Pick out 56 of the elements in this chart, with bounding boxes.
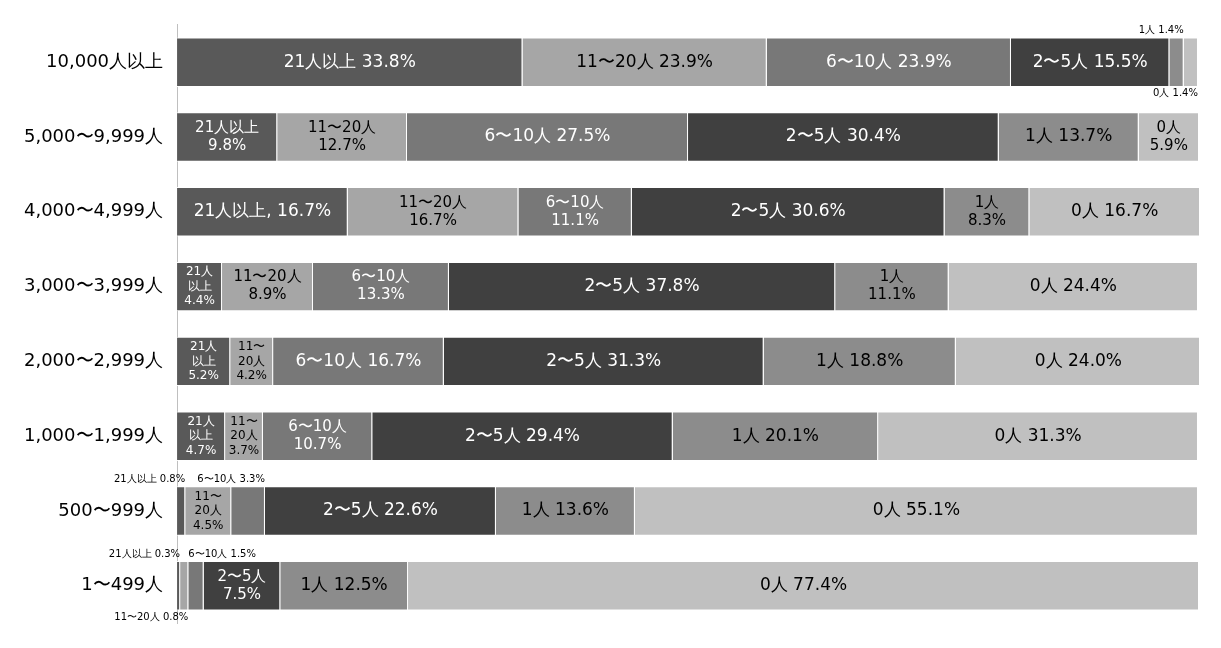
data-label: 2〜5人 30.6%	[730, 200, 846, 221]
y-tick-label: 5,000〜9,999人	[24, 124, 164, 146]
data-label: 0人 5.9%	[1149, 117, 1188, 154]
data-label: 0人 24.0%	[1034, 349, 1123, 370]
data-label: 1人 18.8%	[816, 349, 904, 370]
data-label: 6〜10人 27.5%	[484, 125, 611, 146]
y-tick-label: 10,000人以上	[46, 49, 164, 71]
data-label: 1人 8.3%	[967, 192, 1006, 229]
data-label: 11〜20人 16.7%	[398, 192, 468, 229]
y-tick-label: 1〜499人	[81, 573, 164, 595]
data-label: 0人 1.4%	[1153, 87, 1198, 99]
data-label: 1人 13.6%	[521, 499, 610, 520]
data-label: 6〜10人 16.7%	[295, 349, 422, 370]
y-tick-label: 4,000〜4,999人	[24, 199, 164, 221]
data-label: 21人以上 4.4%	[184, 264, 215, 308]
data-label: 21人以上, 16.7%	[193, 200, 332, 221]
data-label: 2〜5人 29.4%	[464, 424, 580, 445]
data-label: 21人以上 0.3%	[108, 547, 181, 559]
data-label: 0人 77.4%	[759, 574, 848, 595]
data-label: 21人以上 9.8%	[195, 117, 260, 154]
data-label: 0人 24.4%	[1029, 275, 1117, 296]
data-label: 2〜5人 30.4%	[785, 125, 901, 146]
data-label: 11〜20人 12.7%	[308, 117, 377, 154]
y-tick-label: 1,000〜1,999人	[24, 423, 164, 445]
y-tick-label: 2,000〜2,999人	[24, 349, 164, 371]
data-label: 6〜10人 11.1%	[545, 192, 605, 229]
data-label: 1人 13.7%	[1025, 125, 1113, 146]
data-label: 21人以上 33.8%	[283, 50, 416, 71]
data-label: 0人 31.3%	[994, 424, 1082, 445]
data-label: 0人 55.1%	[872, 499, 961, 520]
y-tick-label: 3,000〜3,999人	[24, 274, 164, 296]
data-label: 1人 1.4%	[1138, 24, 1184, 36]
data-label: 6〜10人 10.7%	[288, 417, 347, 454]
data-label: 1人 11.1%	[868, 267, 916, 304]
data-label: 21人以上 5.2%	[188, 339, 219, 382]
data-label: 11〜20人 8.9%	[233, 267, 302, 304]
data-label: 0人 16.7%	[1071, 200, 1159, 221]
data-label: 2〜5人 15.5%	[1032, 50, 1148, 71]
data-label: 11〜 20人 4.2%	[236, 339, 267, 382]
data-label: 11〜 20人 4.5%	[192, 488, 224, 532]
data-label: 11〜20人 23.9%	[576, 50, 713, 71]
data-label: 2〜5人 31.3%	[546, 349, 662, 370]
data-label: 21人以上 0.8%	[113, 472, 186, 484]
data-label: 1人 20.1%	[731, 424, 820, 445]
data-label: 6〜10人 23.9%	[825, 50, 952, 71]
data-label: 6〜10人 13.3%	[351, 267, 411, 304]
data-label: 11〜20人 0.8%	[114, 611, 189, 623]
data-label: 2〜5人 22.6%	[322, 499, 438, 520]
data-label: 2〜5人 7.5%	[217, 566, 267, 603]
y-tick-label: 500〜999人	[58, 498, 164, 520]
data-label: 11〜 20人 3.7%	[228, 413, 260, 457]
data-label: 1人 12.5%	[300, 574, 388, 595]
data-label: 2〜5人 37.8%	[584, 275, 700, 296]
data-label: 6〜10人 3.3%	[197, 472, 265, 484]
data-label: 6〜10人 1.5%	[188, 547, 256, 559]
data-label: 21人以上 4.7%	[185, 413, 217, 457]
